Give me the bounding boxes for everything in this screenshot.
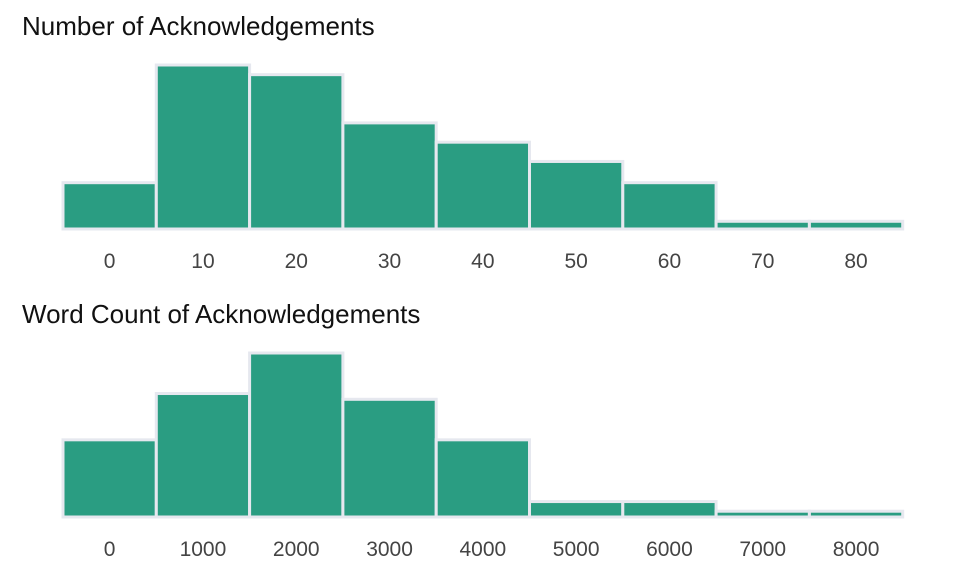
histogram-bar [528,500,625,519]
bars-group [61,63,905,231]
x-tick-label: 3000 [366,538,413,561]
histogram-bar [61,181,158,231]
x-tick-label: 40 [471,250,494,273]
x-tick-label: 10 [191,250,214,273]
x-tick-label: 0 [104,250,116,273]
x-tick-label: 0 [104,538,116,561]
x-tick-label: 6000 [646,538,693,561]
bars-group [61,351,905,519]
x-tick-labels: 0 10 20 30 40 50 60 70 80 [104,250,868,273]
x-tick-label: 70 [751,250,774,273]
histogram-bar [621,181,718,231]
x-tick-label: 80 [844,250,867,273]
histogram-bar [434,140,532,231]
x-tick-label: 5000 [553,538,600,561]
histogram-bar [528,159,625,231]
histogram-bar [248,73,345,231]
x-tick-label: 7000 [739,538,786,561]
x-tick-label: 60 [658,250,681,273]
x-tick-label: 20 [285,250,308,273]
x-tick-labels: 0 1000 2000 3000 4000 5000 6000 7000 8000 [104,538,880,561]
x-tick-label: 8000 [833,538,880,561]
histogram-bar [434,438,532,519]
chart-title: Word Count of Acknowledgements [22,299,420,329]
histogram-bar [154,63,252,231]
x-tick-label: 50 [564,250,587,273]
histogram-bar [621,500,718,519]
histogram-bar [154,392,252,519]
acknowledgement-count-histogram: Number of Acknowledgements 0 10 20 30 40 50 60… [22,11,905,273]
x-tick-label: 30 [378,250,401,273]
x-tick-label: 4000 [459,538,506,561]
histogram-bar [61,438,158,519]
x-tick-label: 2000 [273,538,320,561]
histogram-bar [341,121,438,231]
histogram-bar [341,397,438,519]
word-count-histogram: Word Count of Acknowledgements 0 1000 2000… [22,299,905,561]
x-tick-label: 1000 [180,538,227,561]
histogram-bar [248,351,345,519]
chart-title: Number of Acknowledgements [22,11,375,41]
